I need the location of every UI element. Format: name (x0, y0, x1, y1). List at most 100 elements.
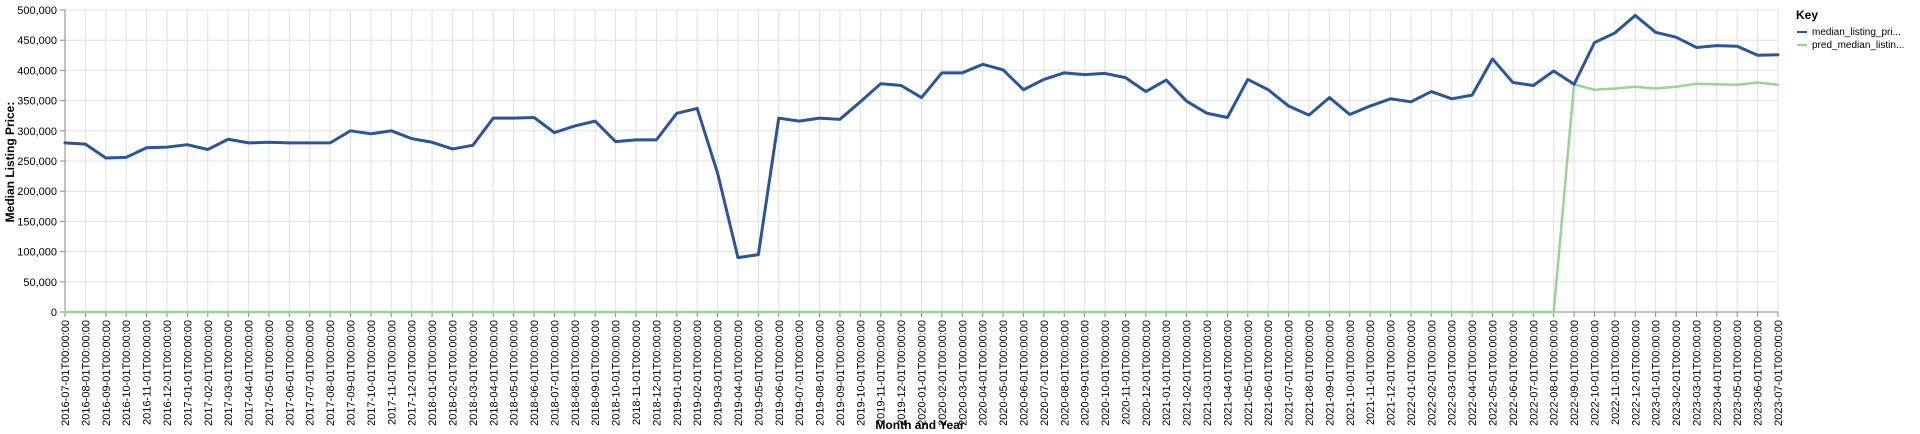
x-tick-label: 2022-09-01T00:00:00 (1569, 320, 1581, 426)
x-tick-label: 2017-08-01T00:00:00 (325, 320, 337, 426)
legend-label-pred: pred_median_listin... (1812, 40, 1904, 51)
x-tick-label: 2017-05-01T00:00:00 (264, 320, 276, 426)
x-tick-label: 2016-10-01T00:00:00 (121, 320, 133, 426)
x-tick-label: 2022-07-01T00:00:00 (1528, 320, 1540, 426)
x-tick-label: 2018-06-01T00:00:00 (529, 320, 541, 426)
x-tick-label: 2018-08-01T00:00:00 (570, 320, 582, 426)
x-tick-label: 2018-09-01T00:00:00 (590, 320, 602, 426)
x-tick-label: 2021-01-01T00:00:00 (1161, 320, 1173, 426)
x-tick-label: 2016-12-01T00:00:00 (162, 320, 174, 426)
x-tick-label: 2020-05-01T00:00:00 (998, 320, 1010, 426)
x-tick-label: 2017-07-01T00:00:00 (305, 320, 317, 426)
x-tick-label: 2022-02-01T00:00:00 (1426, 320, 1438, 426)
x-tick-label: 2019-12-01T00:00:00 (896, 320, 908, 426)
x-tick-label: 2021-12-01T00:00:00 (1386, 320, 1398, 426)
y-tick-label: 500,000 (17, 5, 57, 17)
x-tick-label: 2021-03-01T00:00:00 (1202, 320, 1214, 426)
y-tick-label: 100,000 (17, 247, 57, 259)
x-tick-label: 2017-11-01T00:00:00 (386, 320, 398, 425)
x-tick-label: 2018-01-01T00:00:00 (427, 320, 439, 426)
y-tick-label: 400,000 (17, 65, 57, 77)
y-tick-label: 250,000 (17, 156, 57, 168)
y-tick-label: 150,000 (17, 216, 57, 228)
x-tick-label: 2023-02-01T00:00:00 (1671, 320, 1683, 426)
x-tick-label: 2019-08-01T00:00:00 (815, 320, 827, 426)
x-tick-label: 2019-02-01T00:00:00 (692, 320, 704, 426)
x-tick-label: 2019-03-01T00:00:00 (713, 320, 725, 426)
x-tick-label: 2017-12-01T00:00:00 (407, 320, 419, 426)
x-tick-label: 2020-04-01T00:00:00 (978, 320, 990, 426)
x-axis-title: Month and Year (875, 418, 964, 432)
x-tick-label: 2017-06-01T00:00:00 (284, 320, 296, 426)
x-tick-label: 2022-08-01T00:00:00 (1549, 320, 1561, 426)
series-line-pred-median-listing-price (63, 81, 1780, 314)
x-tick-label: 2018-03-01T00:00:00 (468, 320, 480, 426)
x-tick-label: 2019-05-01T00:00:00 (753, 320, 765, 426)
x-tick-label: 2022-10-01T00:00:00 (1589, 320, 1601, 426)
x-tick-label: 2019-11-01T00:00:00 (876, 320, 888, 425)
x-tick-label: 2022-04-01T00:00:00 (1467, 320, 1479, 426)
x-tick-label: 2017-03-01T00:00:00 (223, 320, 235, 426)
x-tick-label: 2021-11-01T00:00:00 (1365, 320, 1377, 425)
x-tick-label: 2022-01-01T00:00:00 (1406, 320, 1418, 426)
x-tick-label: 2021-09-01T00:00:00 (1324, 320, 1336, 426)
y-axis-title: Median Listing Price: (3, 102, 17, 223)
x-tick-label: 2019-04-01T00:00:00 (733, 320, 745, 426)
x-tick-label: 2020-11-01T00:00:00 (1120, 320, 1132, 425)
x-tick-label: 2016-08-01T00:00:00 (80, 320, 92, 426)
y-axis: 0 50,000 100,000 150,000 200,000 250,000 300,0… (17, 5, 66, 319)
y-tick-label: 50,000 (23, 277, 57, 289)
x-tick-label: 2018-12-01T00:00:00 (651, 320, 663, 426)
x-tick-label: 2019-10-01T00:00:00 (855, 320, 867, 426)
x-tick-label: 2017-10-01T00:00:00 (366, 320, 378, 426)
x-tick-label: 2023-01-01T00:00:00 (1651, 320, 1663, 426)
x-tick-label: 2017-01-01T00:00:00 (182, 320, 194, 426)
legend-title: Key (1796, 8, 1818, 22)
x-tick-label: 2022-11-01T00:00:00 (1610, 320, 1622, 425)
x-tick-label: 2019-01-01T00:00:00 (672, 320, 684, 426)
x-tick-label: 2020-09-01T00:00:00 (1080, 320, 1092, 426)
x-tick-label: 2018-04-01T00:00:00 (488, 320, 500, 426)
x-tick-label: 2022-03-01T00:00:00 (1447, 320, 1459, 426)
x-tick-label: 2021-02-01T00:00:00 (1182, 320, 1194, 426)
x-tick-label: 2016-09-01T00:00:00 (101, 320, 113, 426)
x-tick-label: 2018-02-01T00:00:00 (447, 320, 459, 426)
x-tick-label: 2020-10-01T00:00:00 (1100, 320, 1112, 426)
legend-label-actual: median_listing_pri... (1812, 27, 1901, 38)
x-tick-label: 2021-10-01T00:00:00 (1345, 320, 1357, 426)
x-tick-label: 2023-04-01T00:00:00 (1712, 320, 1724, 426)
x-tick-label: 2020-12-01T00:00:00 (1141, 320, 1153, 426)
x-tick-label: 2016-07-01T00:00:00 (60, 320, 72, 426)
x-tick-label: 2023-06-01T00:00:00 (1753, 320, 1765, 426)
x-tick-label: 2018-11-01T00:00:00 (631, 320, 643, 425)
x-axis: 2016-07-01T00:00:00 2016-08-01T00:00:00 20… (60, 311, 1785, 426)
x-tick-label: 2021-06-01T00:00:00 (1263, 320, 1275, 426)
x-tick-label: 2021-04-01T00:00:00 (1222, 320, 1234, 426)
x-tick-label: 2019-07-01T00:00:00 (794, 320, 806, 426)
x-tick-label: 2020-03-01T00:00:00 (957, 320, 969, 426)
x-tick-label: 2017-02-01T00:00:00 (203, 320, 215, 426)
x-tick-label: 2019-06-01T00:00:00 (774, 320, 786, 426)
x-tick-label: 2021-07-01T00:00:00 (1284, 320, 1296, 426)
x-tick-label: 2023-03-01T00:00:00 (1691, 320, 1703, 426)
x-tick-label: 2019-09-01T00:00:00 (835, 320, 847, 426)
x-tick-label: 2022-05-01T00:00:00 (1488, 320, 1500, 426)
x-tick-label: 2017-09-01T00:00:00 (346, 320, 358, 426)
x-tick-label: 2020-01-01T00:00:00 (917, 320, 929, 426)
x-tick-label: 2021-08-01T00:00:00 (1304, 320, 1316, 426)
x-tick-label: 2018-10-01T00:00:00 (611, 320, 623, 426)
x-tick-label: 2016-11-01T00:00:00 (142, 320, 154, 425)
y-tick-label: 200,000 (17, 186, 57, 198)
x-tick-label: 2023-07-01T00:00:00 (1773, 320, 1785, 426)
legend: Key median_listing_pri... pred_median_li… (1796, 8, 1904, 51)
x-tick-label: 2022-12-01T00:00:00 (1630, 320, 1642, 426)
y-tick-label: 450,000 (17, 35, 57, 47)
x-tick-label: 2020-08-01T00:00:00 (1059, 320, 1071, 426)
y-tick-label: 350,000 (17, 96, 57, 108)
x-tick-label: 2020-02-01T00:00:00 (937, 320, 949, 426)
x-tick-label: 2018-05-01T00:00:00 (509, 320, 521, 426)
y-tick-label: 300,000 (17, 126, 57, 138)
x-tick-label: 2018-07-01T00:00:00 (549, 320, 561, 426)
series-lines (63, 13, 1780, 314)
